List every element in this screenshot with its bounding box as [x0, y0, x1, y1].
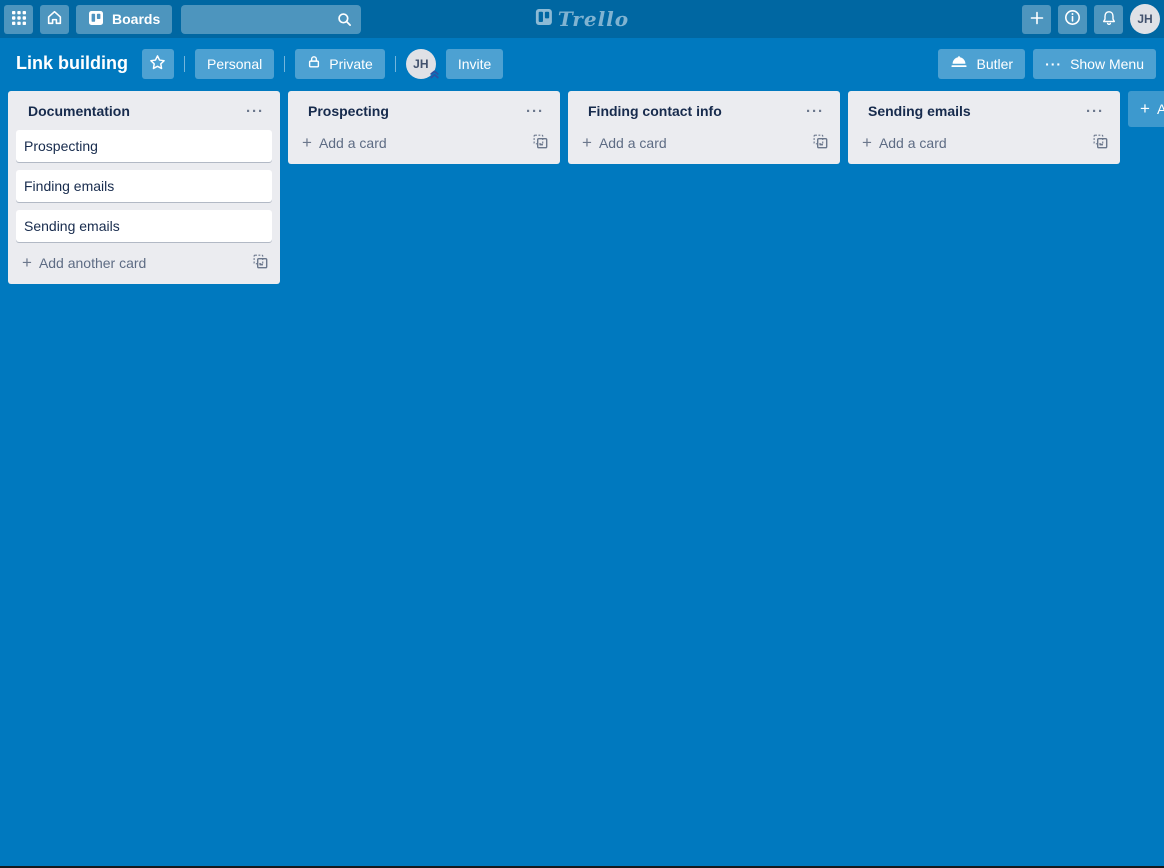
add-card-label: Add a card: [598, 135, 667, 151]
board-glyph-icon: [88, 10, 104, 29]
butler-button[interactable]: Butler: [938, 48, 1026, 79]
add-card-label: Add a card: [878, 135, 947, 151]
board-scope-label: Personal: [206, 55, 263, 72]
card-template-button[interactable]: [529, 131, 552, 155]
add-list-button[interactable]: + Add another list: [1128, 91, 1164, 127]
card-template-icon: [253, 254, 268, 272]
star-icon: [149, 54, 166, 74]
header-divider: [394, 55, 396, 72]
home-button[interactable]: [40, 4, 69, 34]
list-prospecting: Prospecting ··· + Add a card: [288, 91, 560, 164]
board-title[interactable]: Link building: [16, 53, 128, 73]
plus-icon: +: [22, 253, 32, 272]
trello-logo-glyph-icon: [535, 8, 553, 31]
board-header: Link building Personal Private JH: [0, 38, 1164, 89]
home-icon: [46, 9, 63, 29]
ellipsis-icon: ···: [1086, 103, 1104, 120]
plus-icon: +: [582, 133, 592, 152]
board-scope-button[interactable]: Personal: [194, 48, 275, 79]
create-button[interactable]: [1022, 4, 1051, 34]
ellipsis-icon: ···: [1045, 55, 1063, 72]
card-template-icon: [813, 134, 828, 152]
plus-icon: +: [862, 133, 872, 152]
notifications-button[interactable]: [1094, 4, 1123, 34]
list-header: Finding contact info ···: [576, 97, 832, 130]
plus-icon: +: [1140, 99, 1150, 118]
list-footer: + Add another card: [16, 250, 272, 276]
trello-logo[interactable]: Trello: [535, 7, 629, 31]
add-card-label: Add a card: [318, 135, 387, 151]
list-title[interactable]: Documentation: [28, 103, 130, 119]
list-title[interactable]: Finding contact info: [588, 103, 722, 119]
card-template-button[interactable]: [1089, 131, 1112, 155]
invite-button[interactable]: Invite: [445, 48, 504, 79]
list-header: Sending emails ···: [856, 97, 1112, 130]
card-template-icon: [533, 134, 548, 152]
add-card-button[interactable]: + Add another card: [16, 250, 249, 276]
invite-label: Invite: [457, 55, 492, 72]
bell-icon: [1101, 10, 1117, 29]
ellipsis-icon: ···: [246, 103, 264, 120]
list-header: Documentation ···: [16, 97, 272, 130]
apps-grid-icon: [11, 10, 27, 29]
show-menu-label: Show Menu: [1070, 55, 1144, 72]
list-documentation: Documentation ··· Prospecting Finding em…: [8, 91, 280, 284]
list-menu-button[interactable]: ···: [518, 101, 552, 122]
list-footer: + Add a card: [296, 130, 552, 156]
ellipsis-icon: ···: [526, 103, 544, 120]
add-card-button[interactable]: + Add a card: [576, 130, 809, 156]
trello-logo-text: Trello: [557, 7, 630, 31]
add-card-label: Add another card: [38, 255, 147, 271]
plus-icon: [1029, 10, 1045, 29]
boards-button-label: Boards: [112, 11, 161, 27]
board-canvas: Documentation ··· Prospecting Finding em…: [0, 89, 1164, 868]
ellipsis-icon: ···: [806, 103, 824, 120]
butler-cloche-icon: [950, 55, 968, 72]
card-finding-emails[interactable]: Finding emails: [16, 170, 272, 202]
card-sending-emails[interactable]: Sending emails: [16, 210, 272, 242]
butler-label: Butler: [976, 55, 1014, 72]
card-prospecting[interactable]: Prospecting: [16, 130, 272, 162]
boards-button[interactable]: Boards: [76, 4, 173, 34]
add-card-button[interactable]: + Add a card: [856, 130, 1089, 156]
list-menu-button[interactable]: ···: [798, 101, 832, 122]
info-icon: [1064, 9, 1081, 29]
plus-icon: +: [302, 133, 312, 152]
list-title[interactable]: Sending emails: [868, 103, 971, 119]
board-header-right-group: Butler ··· Show Menu: [938, 48, 1156, 79]
card-template-icon: [1093, 134, 1108, 152]
card-template-button[interactable]: [809, 131, 832, 155]
show-menu-button[interactable]: ··· Show Menu: [1033, 48, 1156, 79]
list-title[interactable]: Prospecting: [308, 103, 389, 119]
header-divider: [284, 55, 286, 72]
list-sending-emails: Sending emails ··· + Add a card: [848, 91, 1120, 164]
card-template-button[interactable]: [249, 251, 272, 275]
add-list-label: Add another list: [1156, 101, 1164, 117]
list-footer: + Add a card: [856, 130, 1112, 156]
list-finding-contact-info: Finding contact info ··· + Add a card: [568, 91, 840, 164]
lock-icon: [307, 55, 321, 72]
board-privacy-button[interactable]: Private: [295, 48, 385, 79]
topbar-right-group: JH: [1022, 4, 1160, 34]
star-board-button[interactable]: [141, 48, 174, 79]
list-menu-button[interactable]: ···: [1078, 101, 1112, 122]
search-input[interactable]: [181, 4, 362, 34]
search-box: [181, 4, 362, 34]
header-divider: [183, 55, 185, 72]
apps-grid-button[interactable]: [4, 4, 33, 34]
board-privacy-label: Private: [329, 55, 373, 72]
info-button[interactable]: [1058, 4, 1087, 34]
add-card-button[interactable]: + Add a card: [296, 130, 529, 156]
admin-chevrons-icon: [429, 66, 440, 84]
list-menu-button[interactable]: ···: [238, 101, 272, 122]
board-member-avatar[interactable]: JH: [405, 48, 439, 79]
screen-bottom-edge: [0, 866, 1164, 868]
user-avatar[interactable]: JH: [1130, 4, 1160, 34]
top-nav: Boards Trello: [0, 0, 1164, 38]
list-footer: + Add a card: [576, 130, 832, 156]
list-header: Prospecting ···: [296, 97, 552, 130]
